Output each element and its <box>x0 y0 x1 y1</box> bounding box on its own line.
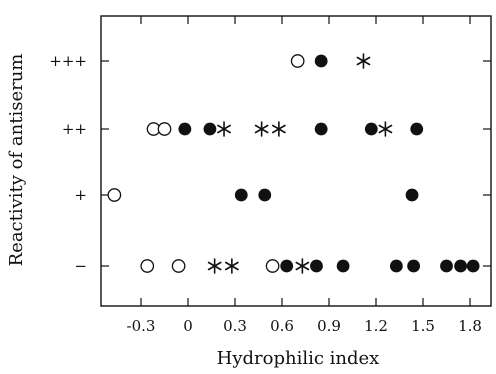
x-tick-label: 1.8 <box>458 317 482 335</box>
open-circle-point <box>107 188 122 202</box>
filled-circle-point <box>364 122 378 136</box>
y-axis-ticks: −++++++ <box>49 52 491 275</box>
x-tick-label: 0.3 <box>223 317 247 335</box>
filled-circle-point <box>454 259 467 273</box>
filled-circle-point <box>258 188 272 202</box>
filled-circle-point <box>389 259 403 273</box>
y-axis-title: Reactivity of antiserum <box>6 54 27 267</box>
x-tick-label: 0.6 <box>270 317 294 335</box>
filled-circle-point <box>310 259 323 273</box>
x-tick-label: 0.9 <box>317 317 341 335</box>
filled-circle-point <box>440 259 453 273</box>
asterisk-point <box>295 258 310 274</box>
asterisk-point <box>356 53 371 69</box>
asterisk-point <box>378 121 393 137</box>
x-axis-ticks: -0.3 0.3 0.6 0.9 1.2 1.5 1.8 0 <box>127 16 482 335</box>
plot-frame <box>100 15 492 307</box>
open-circle-point <box>265 259 280 273</box>
filled-circle-point <box>410 122 424 136</box>
open-circle-point <box>157 122 172 136</box>
x-tick-label: 0 <box>183 317 193 335</box>
filled-circle-point <box>314 54 328 68</box>
x-tick-label: 1.5 <box>411 317 435 335</box>
filled-circle-point <box>280 259 294 273</box>
y-tick-label: − <box>74 257 87 275</box>
asterisk-point <box>217 121 231 137</box>
plot-border <box>100 15 492 307</box>
filled-circle-point <box>466 259 480 273</box>
asterisk-point <box>207 258 222 274</box>
x-tick-label: -0.3 <box>127 317 156 335</box>
filled-circle-point <box>405 188 419 202</box>
open-circle-point <box>290 54 305 68</box>
open-circle-point <box>171 259 186 273</box>
asterisk-point <box>225 258 239 274</box>
asterisk-point <box>254 121 269 137</box>
y-tick-label: ++ <box>62 120 87 138</box>
asterisk-point <box>272 121 286 137</box>
filled-circle-point <box>314 122 328 136</box>
filled-circle-point <box>234 188 248 202</box>
y-tick-label: +++ <box>49 52 87 70</box>
filled-circle-point <box>407 259 420 273</box>
filled-circle-point <box>203 122 217 136</box>
x-axis-title: Hydrophilic index <box>217 348 380 369</box>
filled-circle-point <box>178 122 192 136</box>
filled-circle-point <box>336 259 350 273</box>
x-tick-label: 1.2 <box>364 317 388 335</box>
open-circle-point <box>140 259 155 273</box>
data-points <box>107 53 480 274</box>
y-tick-label: + <box>74 186 87 204</box>
